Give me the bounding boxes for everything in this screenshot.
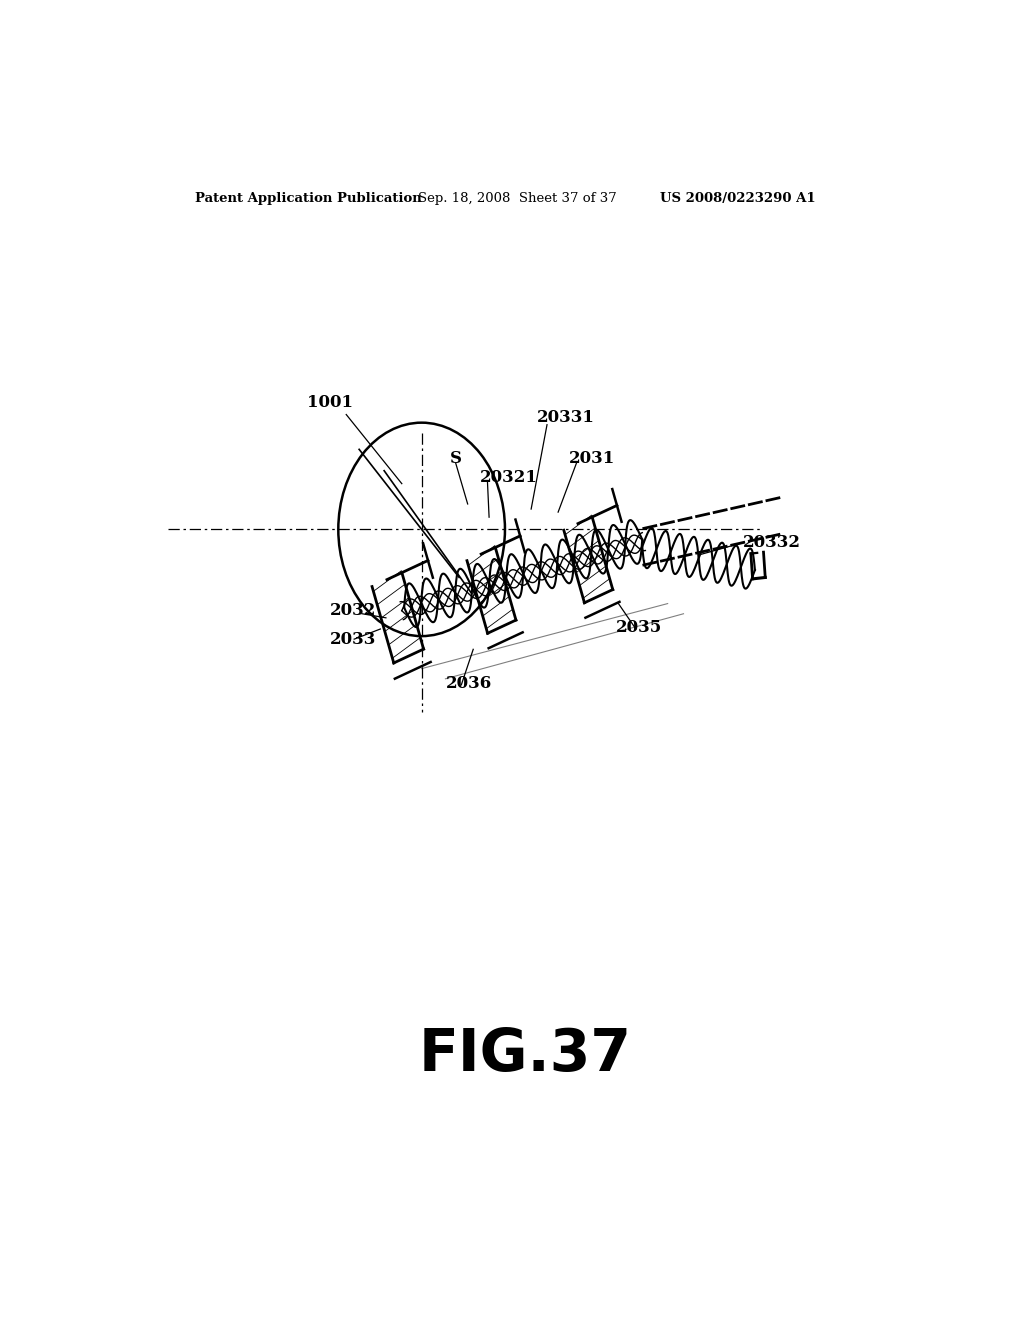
Text: FIG.37: FIG.37 — [418, 1027, 632, 1084]
Text: Sep. 18, 2008  Sheet 37 of 37: Sep. 18, 2008 Sheet 37 of 37 — [418, 193, 616, 205]
Text: 20331: 20331 — [537, 409, 595, 426]
Text: 2036: 2036 — [445, 676, 492, 693]
Text: 2033: 2033 — [331, 631, 377, 648]
Text: 2032: 2032 — [331, 602, 377, 619]
Text: S: S — [450, 450, 462, 467]
Text: 1001: 1001 — [306, 393, 352, 411]
Text: US 2008/0223290 A1: US 2008/0223290 A1 — [659, 193, 815, 205]
Text: 20332: 20332 — [743, 535, 801, 550]
Text: Patent Application Publication: Patent Application Publication — [196, 193, 422, 205]
Text: 20321: 20321 — [479, 469, 538, 486]
Text: 2035: 2035 — [616, 619, 663, 636]
Text: 2031: 2031 — [568, 450, 614, 467]
